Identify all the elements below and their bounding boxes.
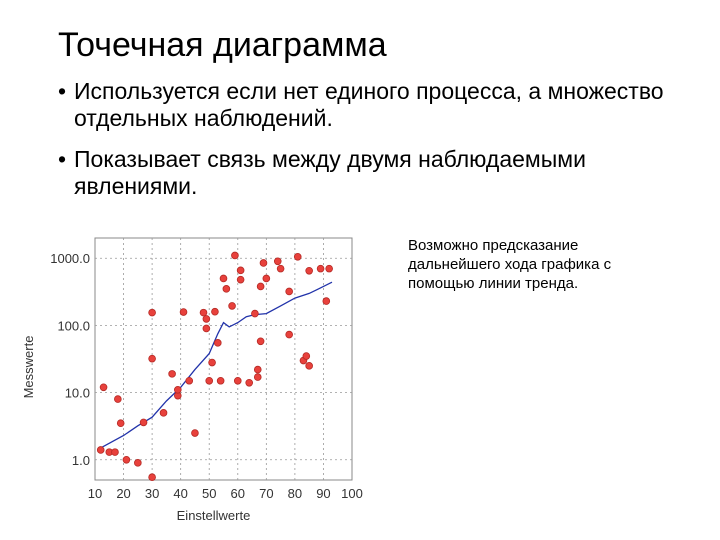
data-point xyxy=(134,459,142,467)
data-point xyxy=(99,383,108,392)
data-point xyxy=(305,266,313,275)
y-tick-label: 100.0 xyxy=(57,318,90,333)
bullet-item: • Используется если нет единого процесса… xyxy=(56,78,696,132)
x-tick-label: 40 xyxy=(173,486,187,501)
y-tick-label: 1.0 xyxy=(72,453,90,468)
data-point xyxy=(233,376,242,385)
data-point xyxy=(148,354,156,363)
data-point xyxy=(168,370,176,378)
data-point xyxy=(285,330,293,339)
data-point xyxy=(231,251,239,260)
data-point xyxy=(174,386,182,394)
x-tick-label: 50 xyxy=(202,486,216,501)
data-point xyxy=(202,315,211,323)
bullet-text: Показывает связь между двумя наблюдаемым… xyxy=(74,146,586,199)
data-point xyxy=(139,418,148,427)
data-point xyxy=(293,253,302,261)
data-point xyxy=(213,339,222,347)
data-point xyxy=(208,358,216,367)
y-tick-label: 10.0 xyxy=(65,386,90,401)
plot-frame xyxy=(94,237,353,481)
trend-line xyxy=(100,281,333,449)
data-point xyxy=(111,448,119,456)
data-point xyxy=(202,324,211,333)
data-point xyxy=(253,365,262,374)
data-point xyxy=(159,409,168,417)
data-point xyxy=(325,264,333,273)
data-point xyxy=(302,352,311,360)
data-point xyxy=(256,282,265,291)
data-point xyxy=(285,287,293,296)
x-tick-label: 90 xyxy=(316,486,330,501)
data-point xyxy=(114,395,122,403)
data-point xyxy=(179,308,188,316)
x-tick-label: 80 xyxy=(288,486,302,501)
data-point xyxy=(185,376,194,385)
data-point xyxy=(228,302,236,310)
data-point xyxy=(276,264,285,273)
x-tick-label: 20 xyxy=(116,486,130,501)
data-point xyxy=(205,376,214,385)
bullet-dot: • xyxy=(58,146,67,172)
data-point xyxy=(236,266,245,275)
data-point xyxy=(122,455,131,464)
data-point xyxy=(191,429,199,437)
bullet-list: • Используется если нет единого процесса… xyxy=(56,78,696,214)
x-tick-label: 30 xyxy=(145,486,159,501)
scatter-chart: 10 20 30 40 50 60 70 80 90 100 1.0 10.0 100.0 1000.0 E… xyxy=(21,237,363,523)
bullet-text: Используется если нет единого процесса, … xyxy=(74,78,664,131)
data-point xyxy=(259,259,268,267)
data-point xyxy=(251,309,259,318)
data-point xyxy=(236,275,245,284)
data-point xyxy=(219,274,228,283)
data-point xyxy=(116,419,125,428)
data-point xyxy=(148,308,156,317)
data-point xyxy=(211,307,219,316)
x-tick-label: 70 xyxy=(259,486,273,501)
x-tick-label: 10 xyxy=(88,486,102,501)
data-point xyxy=(216,376,225,385)
data-point xyxy=(148,473,156,482)
data-point xyxy=(253,373,262,381)
data-point xyxy=(96,446,105,454)
data-point xyxy=(256,337,265,346)
bullet-dot: • xyxy=(58,78,67,104)
data-point xyxy=(245,378,254,387)
data-point xyxy=(305,362,313,370)
slide-title: Точечная диаграмма xyxy=(58,26,387,64)
x-tick-label: 60 xyxy=(231,486,245,501)
y-axis-label: Messwerte xyxy=(21,336,36,399)
data-point xyxy=(273,257,282,266)
bullet-item: • Показывает связь между двумя наблюдаем… xyxy=(56,146,696,200)
trend-note: Возможно предсказание дальнейшего хода г… xyxy=(408,237,612,292)
data-point xyxy=(316,264,325,273)
data-point xyxy=(322,297,331,305)
data-point xyxy=(262,274,271,283)
x-tick-label: 100 xyxy=(341,486,363,501)
data-point xyxy=(199,308,208,317)
x-axis-label: Einstellwerte xyxy=(177,508,251,523)
data-point xyxy=(222,285,231,293)
y-tick-label: 1000.0 xyxy=(50,251,90,266)
